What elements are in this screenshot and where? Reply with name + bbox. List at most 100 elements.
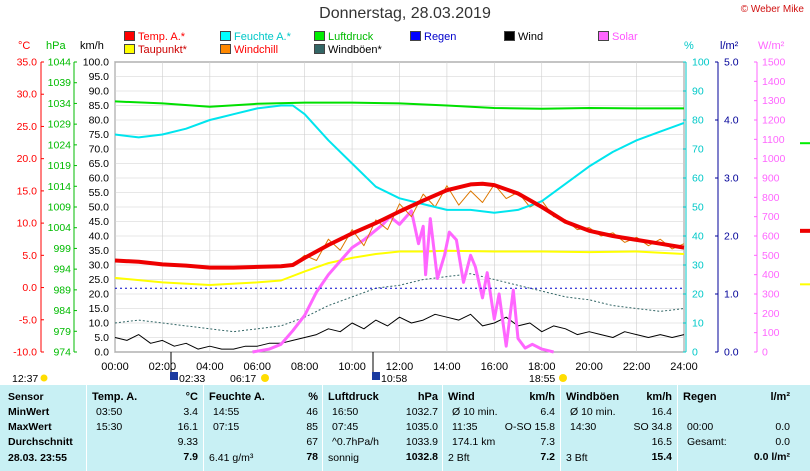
temp-unit: °C <box>18 40 30 52</box>
series-line <box>252 209 554 354</box>
temp-tick-label: 20.0 <box>17 153 38 165</box>
humidity-tick-label: 40 <box>692 231 704 243</box>
stats-table: Sensor MinWert MaxWert Durchschnitt 28.03. 2… <box>0 385 810 471</box>
wind-tick-label: 50.0 <box>89 202 110 214</box>
avg-value: 16.5 <box>651 436 672 448</box>
solar-tick-label: 800 <box>762 192 780 204</box>
legend-swatch <box>314 44 325 54</box>
rain-tick-label: 4.0 <box>724 115 739 127</box>
avg-value: 1033.9 <box>405 436 438 448</box>
min-time: 14:55 <box>213 406 240 418</box>
rain-tick-label: 1.0 <box>724 289 739 301</box>
wind-tick-label: 75.0 <box>89 129 110 141</box>
current-value: 78 <box>306 451 318 463</box>
wind-tick-label: 35.0 <box>89 245 110 257</box>
legend-label: Solar <box>612 31 638 43</box>
wind-tick-label: 10.0 <box>89 318 110 330</box>
column-unit: l/m² <box>770 391 790 403</box>
column-unit: km/h <box>646 391 672 403</box>
table-divider <box>442 385 443 471</box>
solar-tick-label: 1200 <box>762 115 786 127</box>
max-value: SO 34.8 <box>633 421 672 433</box>
min-value: 1032.7 <box>405 406 438 418</box>
max-value: 1035.0 <box>405 421 438 433</box>
temp-tick-label: 30.0 <box>17 89 38 101</box>
legend-swatch <box>124 31 135 41</box>
current-note: 6.41 g/m³ <box>209 452 254 464</box>
wind-tick-label: 100.0 <box>83 57 109 69</box>
pressure-unit: hPa <box>46 40 66 52</box>
current-value: 7.2 <box>540 451 555 463</box>
solar-tick-label: 1100 <box>762 134 785 146</box>
series-line <box>114 273 685 333</box>
solar-tick-label: 1400 <box>762 76 786 88</box>
solar-unit: W/m² <box>758 40 785 52</box>
max-value: 85 <box>306 421 318 433</box>
solar-tick-label: 1300 <box>762 95 786 107</box>
wind-tick-label: 0.0 <box>94 347 109 359</box>
solar-tick-label: 500 <box>762 250 780 262</box>
wind-tick-label: 60.0 <box>89 173 110 185</box>
max-value: 0.0 <box>775 421 790 433</box>
wind-unit: km/h <box>80 40 104 52</box>
min-value: 6.4 <box>540 406 555 418</box>
column-header: Luftdruck <box>328 391 379 403</box>
avg-note: ^0.7hPa/h <box>332 436 379 448</box>
sunset-icon <box>559 374 567 382</box>
legend-label: Wind <box>518 31 544 43</box>
x-tick-label: 24:00 <box>670 361 698 373</box>
avg-value: 9.33 <box>177 436 198 448</box>
solar-tick-label: 300 <box>762 289 780 301</box>
rain-tick-label: 0.0 <box>724 347 739 359</box>
x-tick-label: 20:00 <box>575 361 603 373</box>
max-time: 14:30 <box>570 421 597 433</box>
legend-swatch <box>220 44 231 54</box>
pressure-tick-label: 984 <box>53 305 71 317</box>
column-unit: °C <box>185 391 198 403</box>
humidity-tick-label: 10 <box>692 318 704 330</box>
solar-tick-label: 600 <box>762 231 780 243</box>
pressure-tick-label: 1029 <box>48 119 72 131</box>
legend-item: Windböen* <box>314 44 382 57</box>
pressure-tick-label: 1014 <box>48 181 72 193</box>
humidity-tick-label: 100 <box>692 57 710 69</box>
pressure-tick-label: 1004 <box>48 222 72 234</box>
column-header: Temp. A. <box>92 391 138 403</box>
legend-swatch <box>504 31 515 41</box>
current-note: 3 Bft <box>566 452 588 464</box>
wind-tick-label: 30.0 <box>89 260 110 272</box>
column-unit: % <box>308 391 318 403</box>
max-time: 11:35 <box>452 421 478 433</box>
x-tick-label: 04:00 <box>196 361 224 373</box>
day-length: 12:37 <box>12 373 38 385</box>
pressure-tick-label: 1034 <box>48 98 72 110</box>
max-time: 07:45 <box>332 421 359 433</box>
pressure-tick-label: 999 <box>53 243 71 255</box>
table-divider <box>677 385 678 471</box>
temp-tick-label: -10.0 <box>13 347 37 359</box>
series-line <box>114 181 685 270</box>
rain-tick-label: 3.0 <box>724 173 739 185</box>
legend-label: Windchill <box>234 44 279 56</box>
column-unit: km/h <box>529 391 555 403</box>
legend-swatch <box>314 31 325 41</box>
temp-tick-label: 15.0 <box>17 185 38 197</box>
wind-tick-label: 40.0 <box>89 231 110 243</box>
legend-item: Luftdruck <box>314 31 373 44</box>
pressure-tick-label: 979 <box>53 326 71 338</box>
row-label: Durchschnitt <box>8 436 73 448</box>
legend-item: Taupunkt* <box>124 44 187 57</box>
column-header: Wind <box>448 391 475 403</box>
series-line <box>114 249 685 286</box>
wind-tick-label: 20.0 <box>89 289 110 301</box>
humidity-tick-label: 20 <box>692 289 704 301</box>
x-tick-label: 14:00 <box>433 361 461 373</box>
x-tick-label: 22:00 <box>623 361 651 373</box>
legend-label: Taupunkt* <box>138 44 187 56</box>
min-time: 03:50 <box>96 406 123 418</box>
wind-tick-label: 70.0 <box>89 144 110 156</box>
legend-swatch <box>410 31 421 41</box>
series-line <box>114 100 684 110</box>
legend-item: Windchill <box>220 44 278 57</box>
table-divider <box>203 385 204 471</box>
